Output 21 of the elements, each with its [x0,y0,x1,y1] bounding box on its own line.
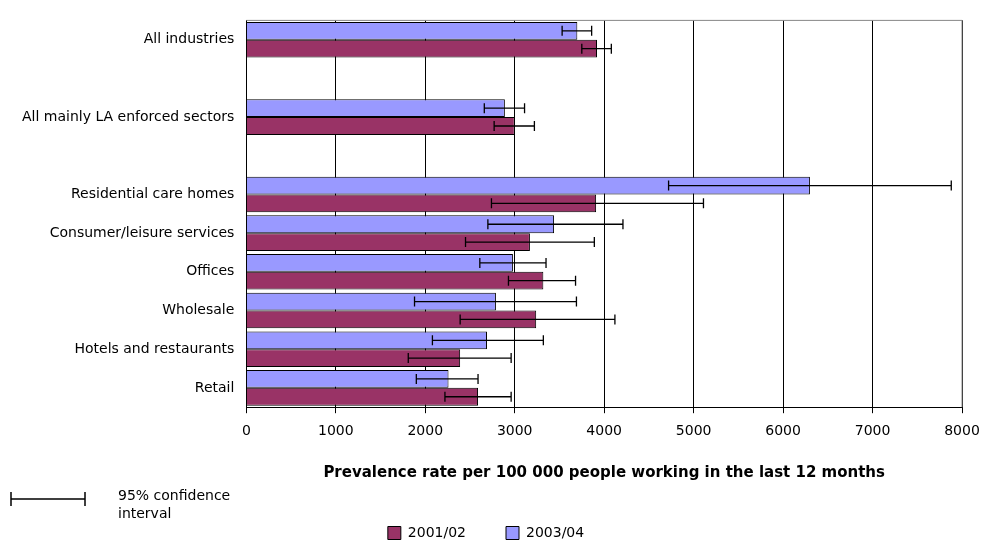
y-tick-label: Retail [194,378,235,395]
x-tick-label: 1000 [317,422,354,439]
legend-label: 2001/02 [407,523,467,540]
x-tick-label: 4000 [586,422,622,439]
x-tick-label: 5000 [675,422,712,439]
y-tick-label: All industries [143,30,235,47]
x-axis-title: Prevalence rate per 100 000 people working in the last 12 months [323,462,886,481]
x-tick-label: 3000 [496,422,533,439]
y-tick-label: Consumer/leisure services [49,223,235,240]
y-tick-label: All mainly LA enforced sectors [21,107,235,124]
text: 95% confidence interval [118,486,232,522]
x-tick-label: 6000 [765,422,801,439]
y-tick-label: Wholesale [162,301,235,318]
y-tick-label: Hotels and restaurants [74,339,235,356]
x-tick-label: 8000 [944,422,980,439]
x-tick-label: 7000 [854,422,891,439]
y-tick-label: Residential care homes [71,185,235,202]
legend-label: 2003/04 [526,523,585,540]
x-tick-label: 2000 [407,422,444,439]
x-tick-label: 0 [241,422,251,439]
y-tick-label: Offices [186,262,235,279]
